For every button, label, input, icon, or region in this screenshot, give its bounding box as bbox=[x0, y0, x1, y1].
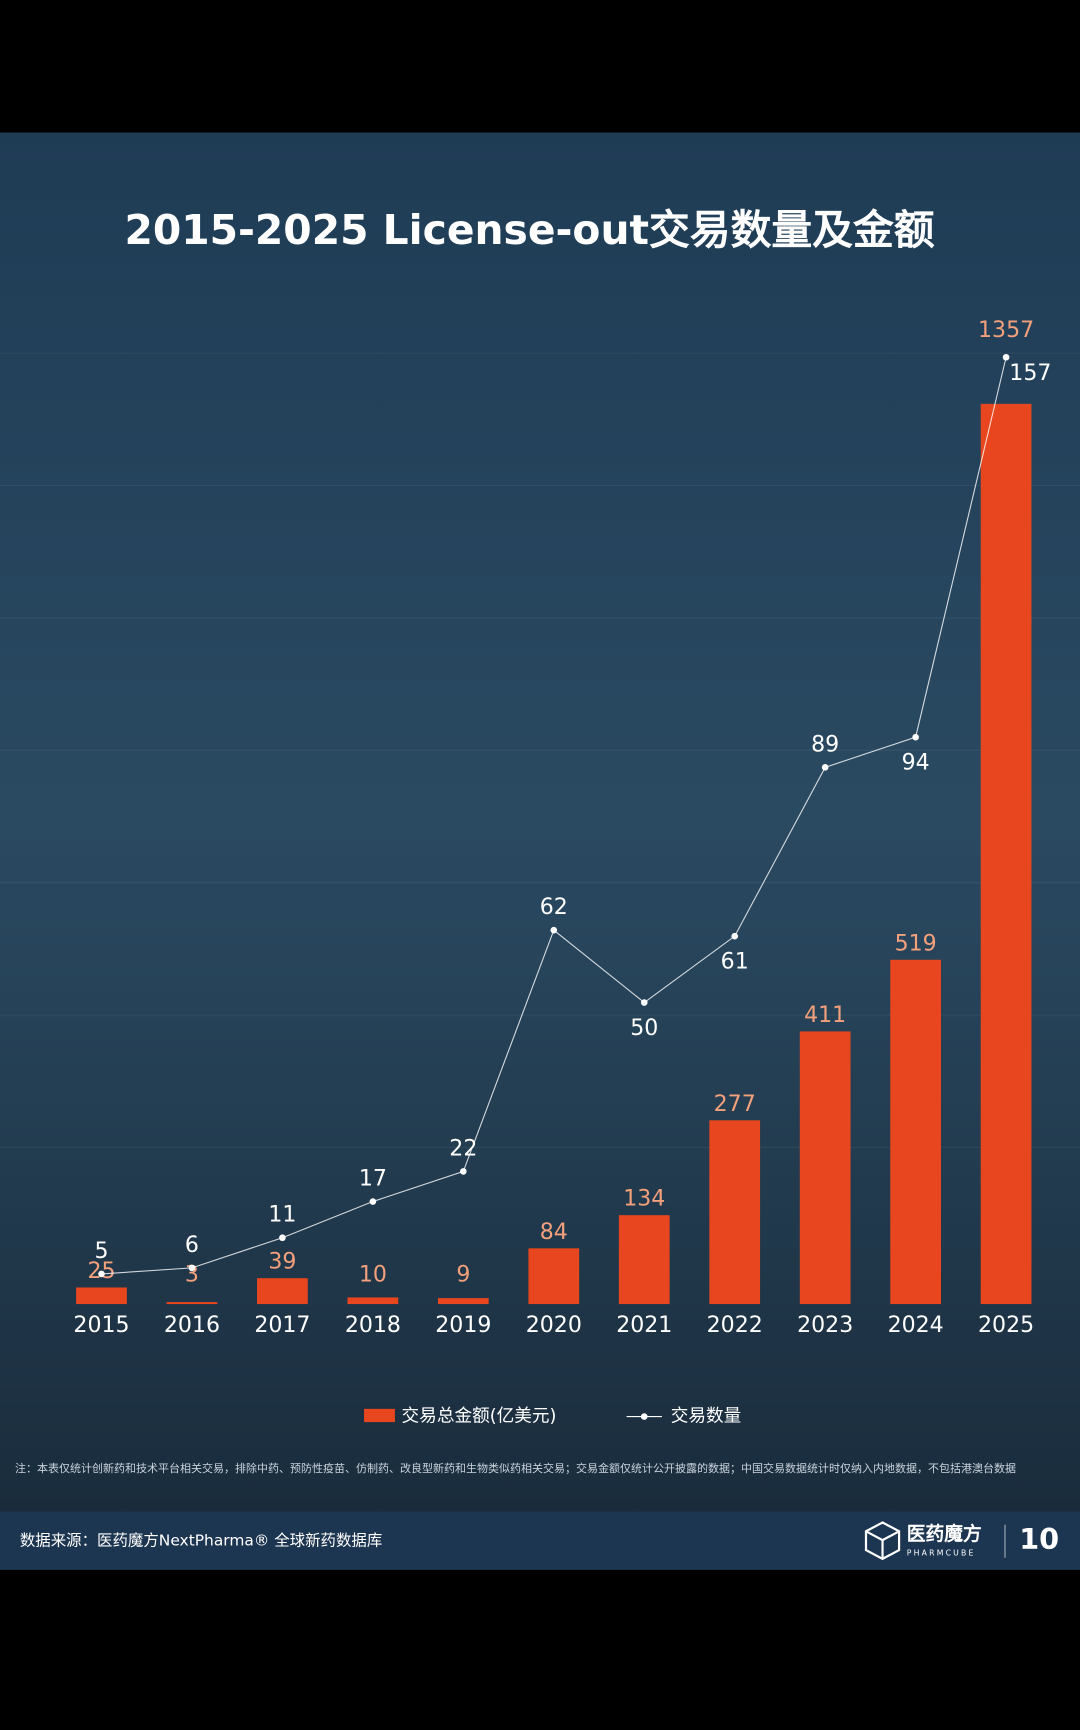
amount-bar bbox=[618, 1215, 670, 1305]
x-tick-label: 2018 bbox=[345, 1313, 401, 1338]
amount-bar bbox=[799, 1031, 851, 1305]
x-tick-label: 2019 bbox=[435, 1313, 491, 1338]
x-tick-label: 2022 bbox=[707, 1313, 763, 1338]
x-tick-label: 2016 bbox=[164, 1313, 220, 1338]
brand-logo bbox=[864, 1521, 901, 1561]
note: 注：本表仅统计创新药和技术平台相关交易，排除中药、预防性疫苗、仿制药、改良型新药… bbox=[15, 1462, 1016, 1475]
x-tick-label: 2017 bbox=[254, 1313, 310, 1338]
amount-label: 9 bbox=[456, 1262, 470, 1287]
amount-bar bbox=[347, 1297, 399, 1305]
legend-label: 交易数量 bbox=[671, 1406, 742, 1427]
count-point bbox=[279, 1234, 286, 1242]
amount-label: 411 bbox=[804, 1003, 846, 1028]
amount-bar bbox=[257, 1278, 308, 1305]
amount-label: 277 bbox=[714, 1092, 756, 1117]
x-tick-label: 2020 bbox=[526, 1313, 582, 1338]
count-label: 6 bbox=[185, 1233, 199, 1258]
count-label: 50 bbox=[630, 1016, 658, 1041]
amount-label: 84 bbox=[540, 1220, 568, 1245]
amount-bar bbox=[709, 1120, 761, 1305]
x-tick-label: 2021 bbox=[616, 1313, 672, 1338]
count-label: 61 bbox=[721, 950, 749, 975]
legend-swatch bbox=[364, 1408, 395, 1423]
x-tick-label: 2023 bbox=[797, 1313, 853, 1338]
count-label: 17 bbox=[359, 1166, 387, 1191]
x-tick-label: 2024 bbox=[888, 1313, 944, 1338]
brand: 医药魔方 bbox=[907, 1522, 982, 1545]
amount-bar bbox=[166, 1302, 218, 1305]
legend-label: 交易总金额(亿美元) bbox=[402, 1406, 557, 1427]
count-point bbox=[550, 926, 558, 934]
count-point bbox=[912, 733, 919, 741]
count-point bbox=[821, 764, 829, 771]
source: 数据来源：医药魔方NextPharma® 全球新药数据库 bbox=[20, 1532, 382, 1550]
x-tick-label: 2025 bbox=[978, 1313, 1034, 1338]
brand-en: PHARMCUBE bbox=[907, 1548, 976, 1557]
amount-label: 1357 bbox=[978, 318, 1034, 343]
amount-label: 519 bbox=[895, 931, 937, 956]
count-point bbox=[1002, 353, 1010, 361]
amount-label: 10 bbox=[359, 1262, 387, 1287]
amount-bar bbox=[76, 1287, 127, 1305]
count-label: 62 bbox=[540, 895, 568, 920]
count-label: 89 bbox=[811, 732, 839, 757]
amount-bar bbox=[528, 1248, 580, 1305]
x-tick-label: 2015 bbox=[73, 1313, 129, 1338]
count-label: 157 bbox=[1009, 361, 1051, 386]
amount-label: 134 bbox=[623, 1187, 665, 1212]
chart-title: 2015-2025 License-out交易数量及金额 bbox=[124, 206, 934, 254]
count-point bbox=[369, 1198, 377, 1205]
count-label: 11 bbox=[268, 1203, 296, 1228]
count-point bbox=[640, 999, 648, 1006]
amount-bar bbox=[437, 1298, 489, 1305]
badge: 10 bbox=[1019, 1522, 1059, 1556]
amount-bar bbox=[890, 959, 942, 1305]
count-label: 22 bbox=[449, 1136, 477, 1161]
amount-bar bbox=[980, 403, 1032, 1305]
count-point bbox=[460, 1168, 467, 1175]
legend-swatch bbox=[640, 1413, 648, 1420]
amount-label: 39 bbox=[268, 1250, 296, 1275]
background bbox=[0, 132, 1080, 1512]
count-point bbox=[98, 1270, 105, 1278]
count-label: 94 bbox=[902, 751, 930, 776]
count-label: 5 bbox=[94, 1239, 108, 1264]
count-point bbox=[731, 932, 739, 940]
count-point bbox=[188, 1264, 196, 1272]
